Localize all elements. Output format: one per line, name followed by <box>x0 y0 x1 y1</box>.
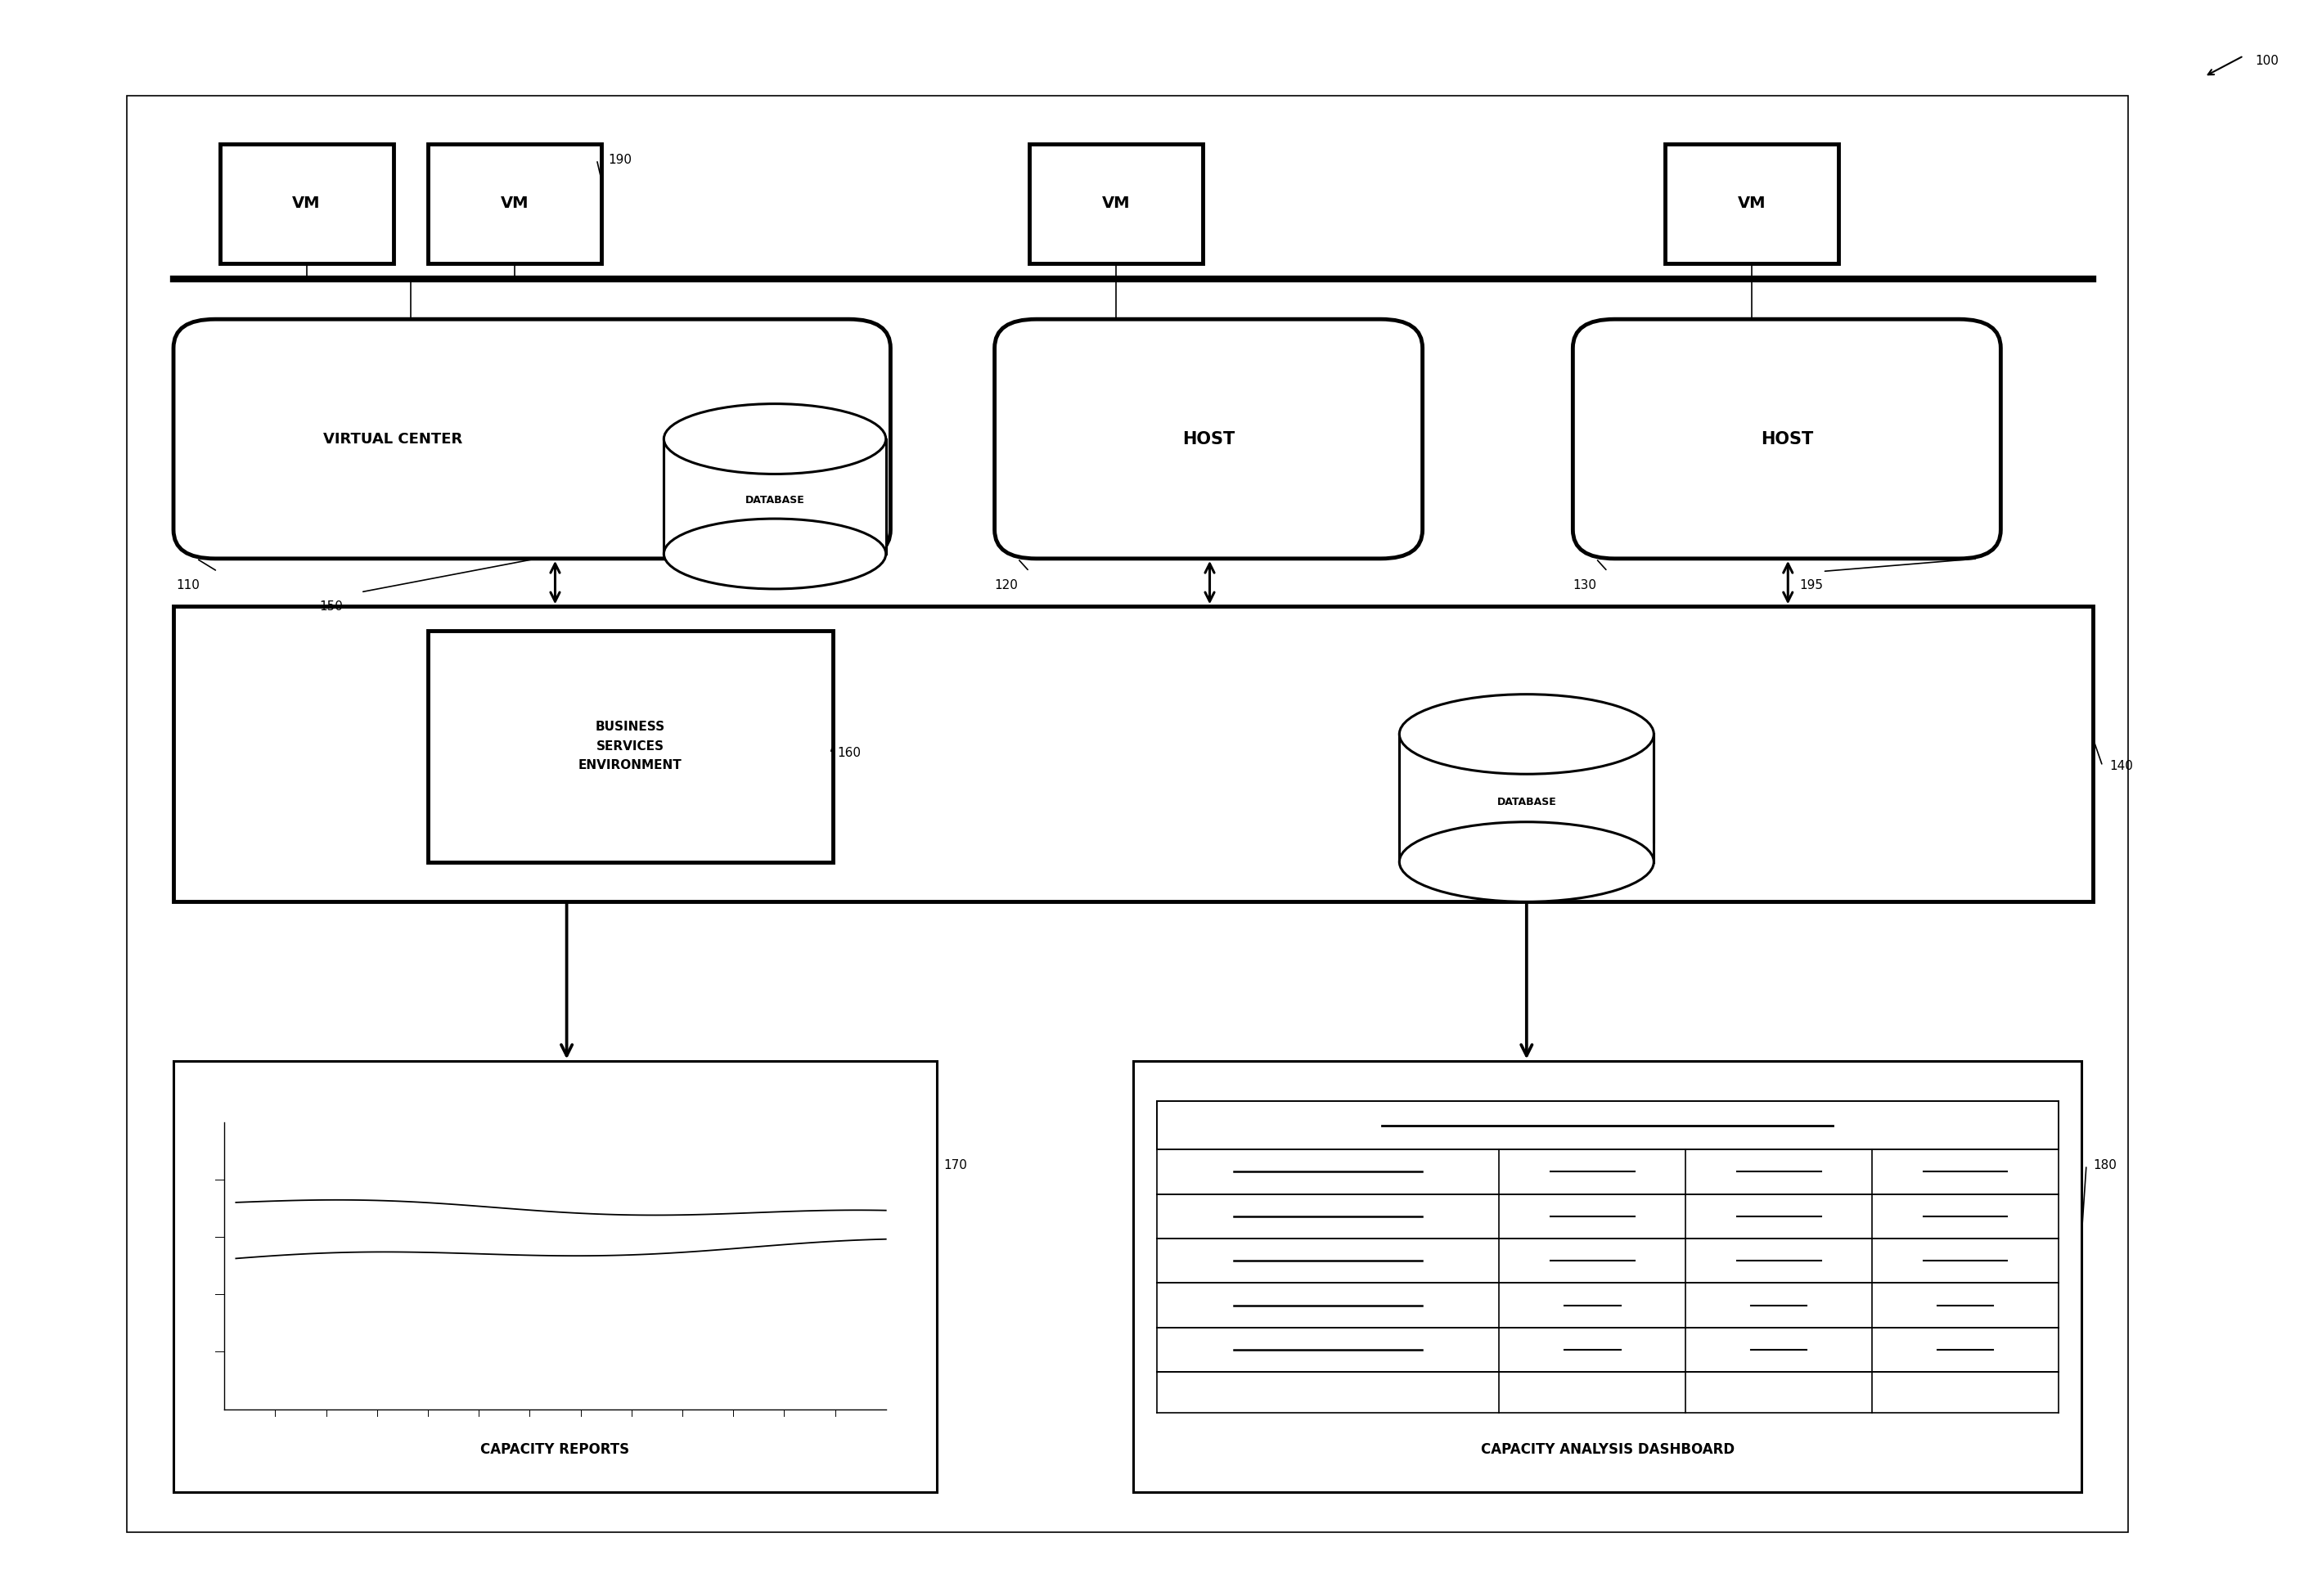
Ellipse shape <box>664 404 886 474</box>
Text: 195: 195 <box>1800 579 1823 592</box>
Text: 110: 110 <box>176 579 199 592</box>
Ellipse shape <box>664 519 886 589</box>
Text: CAPACITY REPORTS: CAPACITY REPORTS <box>481 1443 629 1457</box>
FancyBboxPatch shape <box>173 319 891 559</box>
Text: DATABASE: DATABASE <box>745 495 805 506</box>
Bar <box>428 630 833 862</box>
Bar <box>1133 1061 2082 1492</box>
Text: 150: 150 <box>319 600 342 613</box>
Bar <box>1029 144 1203 263</box>
Bar <box>428 144 601 263</box>
Ellipse shape <box>1399 822 1654 902</box>
Bar <box>664 439 886 554</box>
Text: HOST: HOST <box>1760 431 1813 447</box>
Text: VM: VM <box>1737 196 1767 211</box>
Bar <box>1399 734 1654 862</box>
Bar <box>1402 734 1651 822</box>
Text: BUSINESS
SERVICES
ENVIRONMENT: BUSINESS SERVICES ENVIRONMENT <box>578 721 682 771</box>
Bar <box>173 1061 937 1492</box>
Text: 170: 170 <box>944 1159 967 1171</box>
Text: DATABASE: DATABASE <box>1497 796 1557 808</box>
Bar <box>1156 1101 2059 1149</box>
FancyBboxPatch shape <box>995 319 1422 559</box>
Text: CAPACITY ANALYSIS DASHBOARD: CAPACITY ANALYSIS DASHBOARD <box>1480 1443 1735 1457</box>
Text: VM: VM <box>1101 196 1131 211</box>
Text: 180: 180 <box>2093 1159 2116 1171</box>
Text: 160: 160 <box>837 747 860 760</box>
Bar <box>666 439 884 519</box>
Text: 140: 140 <box>2109 760 2133 772</box>
Text: HOST: HOST <box>1182 431 1235 447</box>
Bar <box>220 144 393 263</box>
Bar <box>127 96 2128 1532</box>
Text: 190: 190 <box>608 153 631 166</box>
Ellipse shape <box>1399 694 1654 774</box>
Bar <box>1665 144 1839 263</box>
Text: 130: 130 <box>1573 579 1596 592</box>
FancyBboxPatch shape <box>1573 319 2001 559</box>
Text: VM: VM <box>500 196 530 211</box>
Bar <box>173 606 2093 902</box>
Text: 120: 120 <box>995 579 1018 592</box>
Text: VM: VM <box>291 196 322 211</box>
Text: 100: 100 <box>2255 54 2278 67</box>
Text: VIRTUAL CENTER: VIRTUAL CENTER <box>324 431 463 447</box>
